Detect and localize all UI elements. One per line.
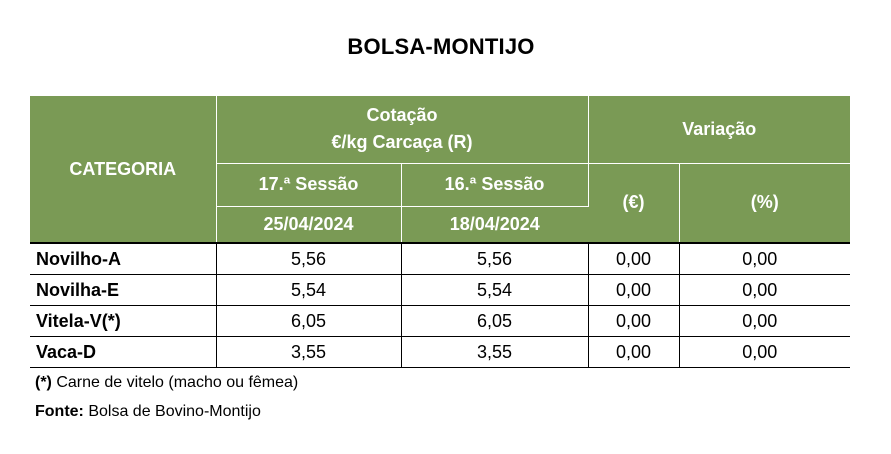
row-categoria: Vaca-D — [30, 336, 217, 368]
row-var-pct: 0,00 — [679, 274, 851, 306]
header-cotacao-title: Cotação — [366, 105, 438, 126]
row-categoria: Vitela-V(*) — [30, 305, 217, 337]
source-label: Fonte: — [35, 403, 84, 420]
price-table: CATEGORIA Cotação €/kg Carcaça (R) Varia… — [30, 96, 851, 368]
row-categoria: Novilho-A — [30, 243, 217, 275]
row-var-pct: 0,00 — [679, 336, 851, 368]
table-row: Novilho-A 5,56 5,56 0,00 0,00 — [30, 243, 851, 275]
header-variacao: Variação — [588, 96, 851, 164]
row-var-eur: 0,00 — [588, 305, 680, 337]
page-title: BOLSA-MONTIJO — [347, 34, 535, 59]
header-date-16: 18/04/2024 — [401, 206, 589, 244]
footnote-text: Carne de vitelo (macho ou fêmea) — [51, 374, 299, 391]
row-sessao-17: 5,56 — [216, 243, 402, 275]
row-var-pct: 0,00 — [679, 243, 851, 275]
row-var-pct: 0,00 — [679, 305, 851, 337]
row-var-eur: 0,00 — [588, 243, 680, 275]
header-session-16: 16.ª Sessão — [401, 163, 589, 207]
header-cotacao-unit: €/kg Carcaça (R) — [331, 132, 473, 153]
row-sessao-17: 6,05 — [216, 305, 402, 337]
row-sessao-17: 5,54 — [216, 274, 402, 306]
header-var-pct: (%) — [679, 163, 851, 244]
row-var-eur: 0,00 — [588, 274, 680, 306]
header-var-eur: (€) — [588, 163, 680, 244]
header-session-17: 17.ª Sessão — [216, 163, 402, 207]
footnote-vitela: (*) Carne de vitelo (macho ou fêmea) — [35, 374, 298, 392]
source-note: Fonte: Bolsa de Bovino-Montijo — [35, 403, 261, 421]
row-sessao-16: 6,05 — [401, 305, 589, 337]
row-sessao-16: 3,55 — [401, 336, 589, 368]
table-row: Vitela-V(*) 6,05 6,05 0,00 0,00 — [30, 305, 851, 337]
row-categoria: Novilha-E — [30, 274, 217, 306]
row-sessao-16: 5,54 — [401, 274, 589, 306]
header-categoria: CATEGORIA — [30, 96, 217, 244]
footnote-marker: (*) — [35, 374, 52, 391]
source-text: Bolsa de Bovino-Montijo — [83, 403, 261, 420]
header-cotacao: Cotação €/kg Carcaça (R) — [216, 96, 589, 164]
row-sessao-16: 5,56 — [401, 243, 589, 275]
row-sessao-17: 3,55 — [216, 336, 402, 368]
row-var-eur: 0,00 — [588, 336, 680, 368]
header-date-17: 25/04/2024 — [216, 206, 402, 244]
table-row: Novilha-E 5,54 5,54 0,00 0,00 — [30, 274, 851, 306]
table-row: Vaca-D 3,55 3,55 0,00 0,00 — [30, 336, 851, 368]
